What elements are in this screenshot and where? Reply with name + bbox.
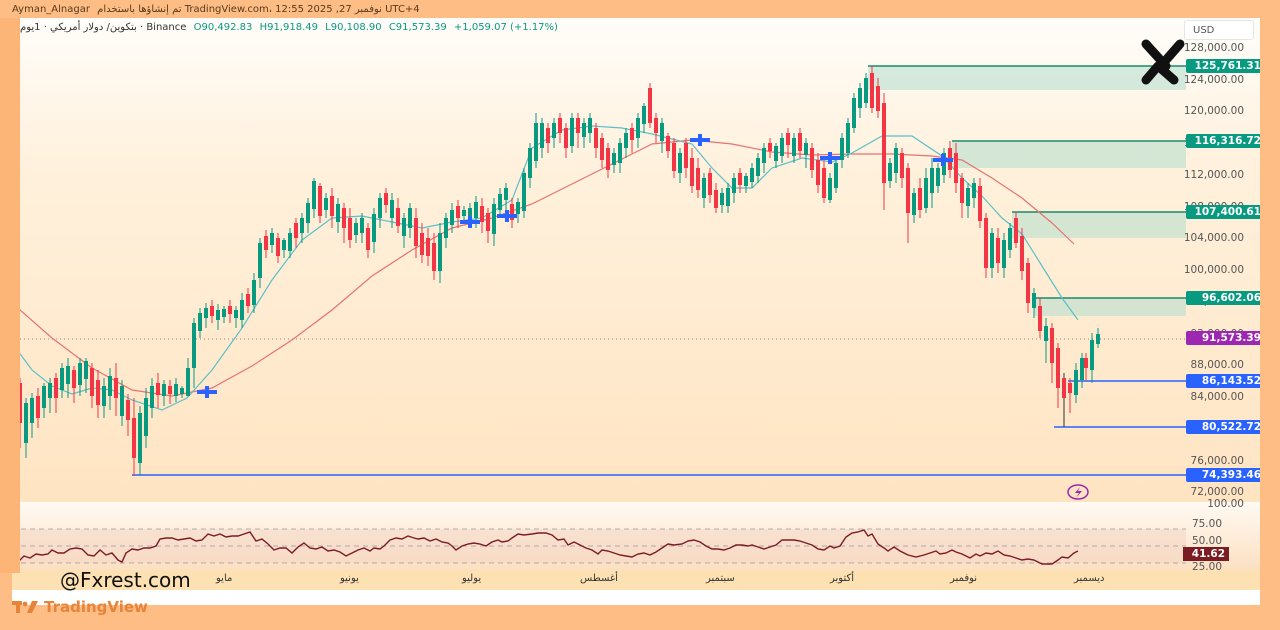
rsi-tick: 100.00 <box>1207 498 1244 510</box>
time-label: أغسطس <box>580 573 618 584</box>
watermark: @Fxrest.com <box>60 568 191 592</box>
currency-selector[interactable]: USD <box>1184 20 1254 40</box>
tv-logo-icon <box>12 601 38 613</box>
author: Ayman_Alnagar <box>12 4 90 15</box>
rsi-tick: 50.00 <box>1191 535 1222 547</box>
price-tick: 84,000.00 <box>1190 391 1244 403</box>
symbol-name[interactable]: بتكوين/ دولار أمريكي · 1يوم · Binance <box>20 22 187 33</box>
time-label: يوليو <box>462 573 482 584</box>
rsi-chart <box>12 528 1186 565</box>
price-tag: 86,143.52 <box>1186 374 1260 388</box>
rsi-tick: 25.00 <box>1191 561 1222 573</box>
lightning-icon <box>1067 484 1089 500</box>
x-logo-icon <box>1141 39 1185 85</box>
price-tick: 88,000.00 <box>1190 359 1244 371</box>
left-border <box>0 18 20 573</box>
change-value: +1,059.07 (+1.17%) <box>453 22 558 33</box>
price-tick: 124,000.00 <box>1183 74 1244 86</box>
cross-markers <box>197 134 953 398</box>
candles <box>18 66 1100 476</box>
bottom-strip <box>12 590 1260 605</box>
chart-panel: بتكوين/ دولار أمريكي · 1يوم · Binance O9… <box>12 18 1260 605</box>
time-label: ديسمبر <box>1074 573 1105 584</box>
price-tag: 80,522.72 <box>1186 420 1260 434</box>
price-tick: 76,000.00 <box>1190 455 1244 467</box>
time-axis[interactable] <box>12 570 1260 590</box>
open-value: O90,492.83 <box>193 22 253 33</box>
chart-canvas[interactable] <box>12 18 1260 590</box>
publish-info: Ayman_Alnagar تم إنشاؤها باستخدام Tradin… <box>12 4 420 18</box>
ohlc-legend: بتكوين/ دولار أمريكي · 1يوم · Binance O9… <box>20 22 558 33</box>
price-tag: 107,400.61 <box>1186 205 1260 219</box>
tv-logo-text: TradingView <box>44 598 148 616</box>
time-label: مايو <box>216 573 233 584</box>
rsi-tick: 75.00 <box>1191 518 1222 530</box>
time-label: سبتمبر <box>706 573 735 584</box>
price-tick: 112,000.00 <box>1183 169 1244 181</box>
price-tick: 104,000.00 <box>1183 232 1244 244</box>
price-tag: 96,602.06 <box>1186 291 1260 305</box>
time-label: أكتوبر <box>830 573 855 584</box>
current-price-tag: 91,573.39 <box>1186 331 1260 345</box>
low-value: L90,108.90 <box>325 22 382 33</box>
price-pane[interactable] <box>12 18 1260 502</box>
price-tick: 72,000.00 <box>1190 486 1244 498</box>
time-label: نوفمبر <box>950 573 978 584</box>
rsi-value-tag: 41.62 <box>1183 547 1229 561</box>
price-tick: 128,000.00 <box>1183 42 1244 54</box>
tradingview-logo[interactable]: TradingView <box>12 598 148 616</box>
supply-zones <box>868 65 1186 316</box>
time-label: يونيو <box>340 573 359 584</box>
price-tick: 120,000.00 <box>1183 105 1244 117</box>
close-value: C91,573.39 <box>388 22 447 33</box>
price-tick: 100,000.00 <box>1183 264 1244 276</box>
published-text: تم إنشاؤها باستخدام TradingView.com، 12:… <box>97 4 420 15</box>
price-tag: 116,316.72 <box>1186 134 1260 148</box>
price-tag: 125,761.31 <box>1186 59 1260 73</box>
price-tag: 74,393.46 <box>1186 468 1260 482</box>
high-value: H91,918.49 <box>259 22 318 33</box>
support-lines <box>132 380 1186 476</box>
